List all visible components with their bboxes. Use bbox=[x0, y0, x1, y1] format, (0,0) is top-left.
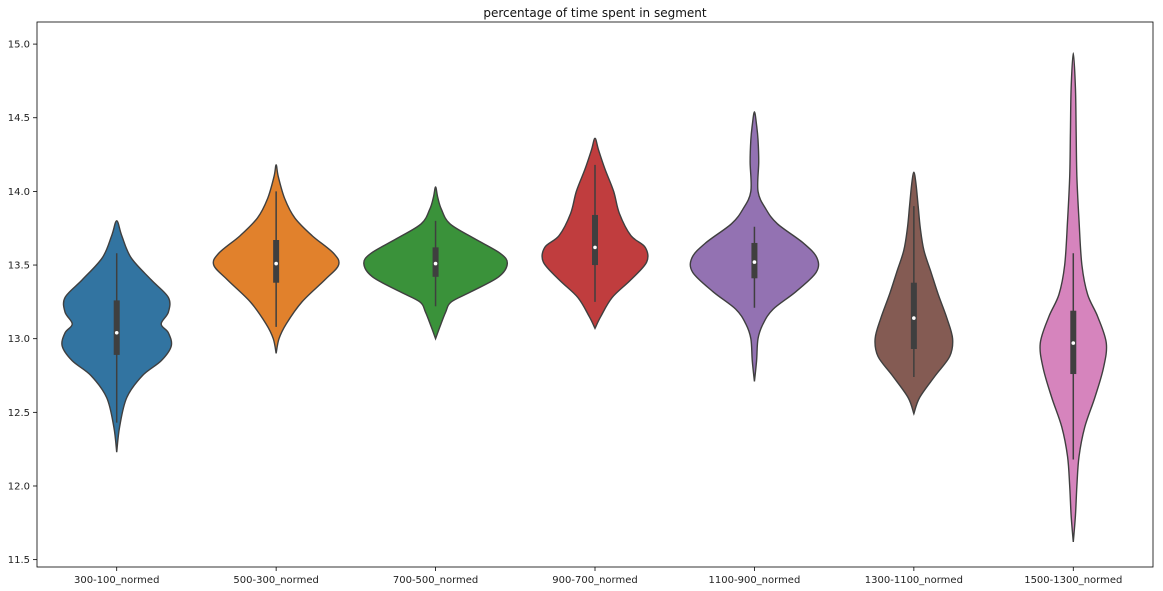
violin-iqr-box bbox=[910, 282, 917, 349]
violin-median-marker bbox=[433, 261, 438, 266]
violin-median-marker bbox=[114, 330, 119, 335]
x-tick-label: 1300-1100_normed bbox=[865, 575, 963, 586]
violin-1300-1100_normed bbox=[874, 171, 954, 416]
violin-median-marker bbox=[1071, 341, 1076, 345]
violin-300-100_normed bbox=[61, 220, 173, 453]
y-tick-label: 11.5 bbox=[8, 555, 30, 566]
x-tick-label: 500-300_normed bbox=[233, 575, 318, 586]
y-tick-label: 14.0 bbox=[8, 187, 30, 198]
x-tick-label: 900-700_normed bbox=[552, 575, 637, 586]
x-tick-label: 300-100_normed bbox=[74, 575, 159, 586]
x-axis: 300-100_normed 500-300_normed 700-500_norm… bbox=[74, 567, 1122, 586]
y-tick-label: 12.0 bbox=[8, 481, 30, 492]
violin-iqr-box bbox=[592, 214, 598, 266]
violin-median-marker bbox=[593, 245, 597, 250]
y-tick-label: 14.5 bbox=[8, 113, 30, 124]
violin-1100-900_normed bbox=[689, 111, 820, 382]
violin-700-500_normed bbox=[363, 186, 509, 341]
violin-1500-1300_normed bbox=[1039, 52, 1108, 543]
y-tick-label: 13.0 bbox=[8, 334, 30, 345]
violin-500-300_normed bbox=[212, 164, 340, 354]
violin-900-700_normed bbox=[541, 137, 649, 330]
y-tick-label: 15.0 bbox=[8, 40, 30, 51]
y-axis: 11.5 12.0 12.5 13.0 13.5 14.0 14.5 15.0 bbox=[8, 40, 37, 566]
violin-iqr-box bbox=[273, 240, 280, 283]
chart-title: percentage of time spent in segment bbox=[483, 6, 706, 20]
violin-iqr-box bbox=[113, 300, 120, 355]
violin-median-marker bbox=[912, 316, 916, 320]
x-tick-label: 1500-1300_normed bbox=[1024, 575, 1122, 586]
violin-median-marker bbox=[752, 260, 757, 264]
x-tick-label: 700-500_normed bbox=[393, 575, 478, 586]
y-tick-label: 13.5 bbox=[8, 261, 30, 272]
violins-layer bbox=[61, 52, 1108, 543]
violin-median-marker bbox=[274, 261, 278, 266]
y-tick-label: 12.5 bbox=[8, 408, 30, 419]
x-tick-label: 1100-900_normed bbox=[709, 575, 801, 586]
